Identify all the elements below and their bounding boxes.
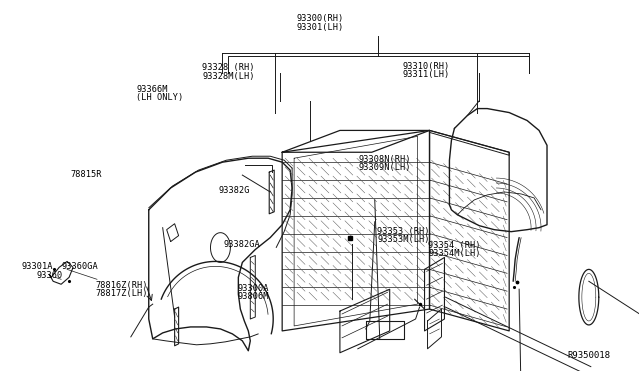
Text: 93308N(RH): 93308N(RH) xyxy=(358,155,411,164)
Text: 93300A: 93300A xyxy=(237,284,269,293)
Text: 93360GA: 93360GA xyxy=(62,262,99,271)
Text: 93366M: 93366M xyxy=(136,85,168,94)
Text: 93328M(LH): 93328M(LH) xyxy=(202,72,255,81)
Text: 78817Z(LH): 78817Z(LH) xyxy=(96,289,148,298)
Text: 93353 (RH): 93353 (RH) xyxy=(378,227,430,235)
Text: 93301(LH): 93301(LH) xyxy=(296,23,344,32)
Text: 93311(LH): 93311(LH) xyxy=(403,70,450,79)
Text: 93310(RH): 93310(RH) xyxy=(403,61,450,71)
Text: 93354M(LH): 93354M(LH) xyxy=(428,249,481,258)
Text: 93328 (RH): 93328 (RH) xyxy=(202,63,255,72)
Text: 93806M: 93806M xyxy=(237,292,269,301)
Text: 78816Z(RH): 78816Z(RH) xyxy=(96,281,148,290)
Text: 93382G: 93382G xyxy=(218,186,250,195)
Text: 93354 (RH): 93354 (RH) xyxy=(428,241,481,250)
Text: 93301A: 93301A xyxy=(22,262,53,271)
Text: (LH ONLY): (LH ONLY) xyxy=(136,93,184,102)
Text: 93300(RH): 93300(RH) xyxy=(296,13,344,22)
Text: 93353M(LH): 93353M(LH) xyxy=(378,235,430,244)
Text: 78815R: 78815R xyxy=(70,170,102,179)
Text: 93309N(LH): 93309N(LH) xyxy=(358,163,411,172)
Text: 93382GA: 93382GA xyxy=(223,240,260,249)
Text: R9350018: R9350018 xyxy=(567,351,610,360)
Text: 93360: 93360 xyxy=(36,271,63,280)
